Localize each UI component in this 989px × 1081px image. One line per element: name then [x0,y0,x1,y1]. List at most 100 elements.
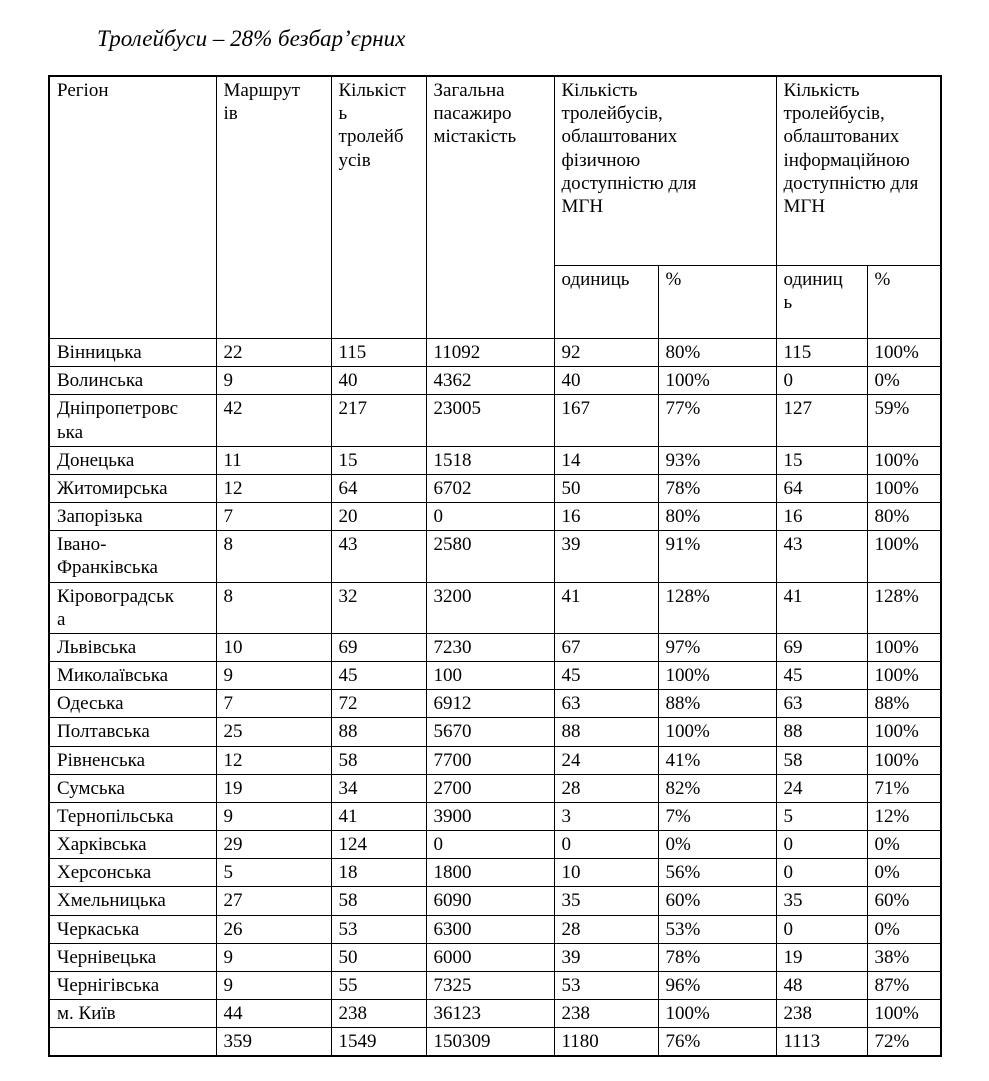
value-cell: 28 [553,914,659,944]
value-cell: 100% [657,999,777,1029]
col-header-informational-accessibility-group: Кількість тролейбусів, облаштованих інфо… [775,75,942,266]
subheader-physical-percent: % [657,265,777,339]
value-cell: 71% [866,773,942,803]
value-cell: 127 [775,394,868,447]
value-cell: 40 [330,366,427,396]
table-row: Харківська 29 124 0 0 0% 0 0% [48,830,942,860]
value-cell: 36123 [425,999,555,1029]
value-cell: 9 [215,661,332,691]
value-cell: 238 [330,999,427,1029]
value-cell: 58 [775,745,868,775]
value-cell: 100% [657,717,777,747]
value-cell: 0% [866,366,942,396]
value-cell: 42 [215,394,332,447]
value-cell: 22 [215,337,332,368]
value-cell: 100 [425,661,555,691]
value-cell: 1113 [775,1027,868,1057]
value-cell: 9 [215,801,332,832]
value-cell: 100% [866,445,942,475]
value-cell: 19 [215,773,332,803]
value-cell: 0 [775,858,868,888]
value-cell: 0% [866,914,942,944]
value-cell: 100% [657,661,777,691]
value-cell: 100% [866,473,942,504]
value-cell: 88 [553,717,659,747]
region-cell: Тернопільська [48,801,217,832]
value-cell: 100% [866,745,942,775]
value-cell: 72 [330,689,427,719]
value-cell: 64 [330,473,427,504]
value-cell: 45 [775,661,868,691]
value-cell: 5 [215,858,332,888]
region-cell: Хмельницька [48,886,217,916]
value-cell: 29 [215,830,332,860]
value-cell: 88% [866,689,942,719]
table-row: Херсонська 5 18 1800 10 56% 0 0% [48,858,942,888]
region-cell: Херсонська [48,858,217,888]
value-cell: 7 [215,689,332,719]
value-cell: 82% [657,773,777,803]
value-cell: 3200 [425,581,555,634]
value-cell: 88 [775,717,868,747]
region-cell: Рівненська [48,745,217,775]
value-cell: 96% [657,970,777,1001]
table-row: Миколаївська 9 45 100 45 100% 45 100% [48,661,942,691]
region-cell: Запорізька [48,502,217,532]
value-cell: 39 [553,530,659,583]
value-cell: 45 [553,661,659,691]
value-cell: 35 [553,886,659,916]
region-cell [48,1027,217,1057]
table-row: Вінницька 22 115 11092 92 80% 115 100% [48,337,942,368]
value-cell: 43 [330,530,427,583]
value-cell: 41 [330,801,427,832]
subheader-informational-percent: % [866,265,942,339]
value-cell: 115 [775,337,868,368]
region-cell: м. Київ [48,999,217,1029]
table-row: Черкаська 26 53 6300 28 53% 0 0% [48,914,942,944]
value-cell: 72% [866,1027,942,1057]
table-row: Хмельницька 27 58 6090 35 60% 35 60% [48,886,942,916]
value-cell: 12% [866,801,942,832]
table-row: Одеська 7 72 6912 63 88% 63 88% [48,689,942,719]
subheader-physical-units: одиниць [553,265,659,339]
table-row: Кіровоградськ а 8 32 3200 41 128% 41 128% [48,581,942,634]
value-cell: 8 [215,581,332,634]
value-cell: 28 [553,773,659,803]
value-cell: 14 [553,445,659,475]
col-header-region: Регіон [48,75,217,339]
value-cell: 18 [330,858,427,888]
value-cell: 16 [775,502,868,532]
table-row: Івано- Франківська 8 43 2580 39 91% 43 100% [48,530,942,583]
value-cell: 6702 [425,473,555,504]
header-row-groups: Регіон Маршрут ів Кількіст ь тролейб усі… [48,75,942,339]
value-cell: 15 [775,445,868,475]
region-cell: Сумська [48,773,217,803]
table-row: Львівська 10 69 7230 67 97% 69 100% [48,632,942,663]
value-cell: 19 [775,942,868,972]
value-cell: 63 [553,689,659,719]
value-cell: 60% [866,886,942,916]
table-row: Тернопільська 9 41 3900 3 7% 5 12% [48,801,942,832]
value-cell: 0 [553,830,659,860]
value-cell: 1180 [553,1027,659,1057]
value-cell: 115 [330,337,427,368]
value-cell: 53 [330,914,427,944]
value-cell: 97% [657,632,777,663]
value-cell: 32 [330,581,427,634]
value-cell: 53% [657,914,777,944]
table-row: Сумська 19 34 2700 28 82% 24 71% [48,773,942,803]
value-cell: 100% [866,717,942,747]
value-cell: 1549 [330,1027,427,1057]
value-cell: 11 [215,445,332,475]
region-cell: Чернівецька [48,942,217,972]
value-cell: 41 [553,581,659,634]
value-cell: 7 [215,502,332,532]
value-cell: 39 [553,942,659,972]
value-cell: 0% [657,830,777,860]
value-cell: 5 [775,801,868,832]
value-cell: 80% [657,337,777,368]
value-cell: 40 [553,366,659,396]
value-cell: 24 [775,773,868,803]
value-cell: 7% [657,801,777,832]
